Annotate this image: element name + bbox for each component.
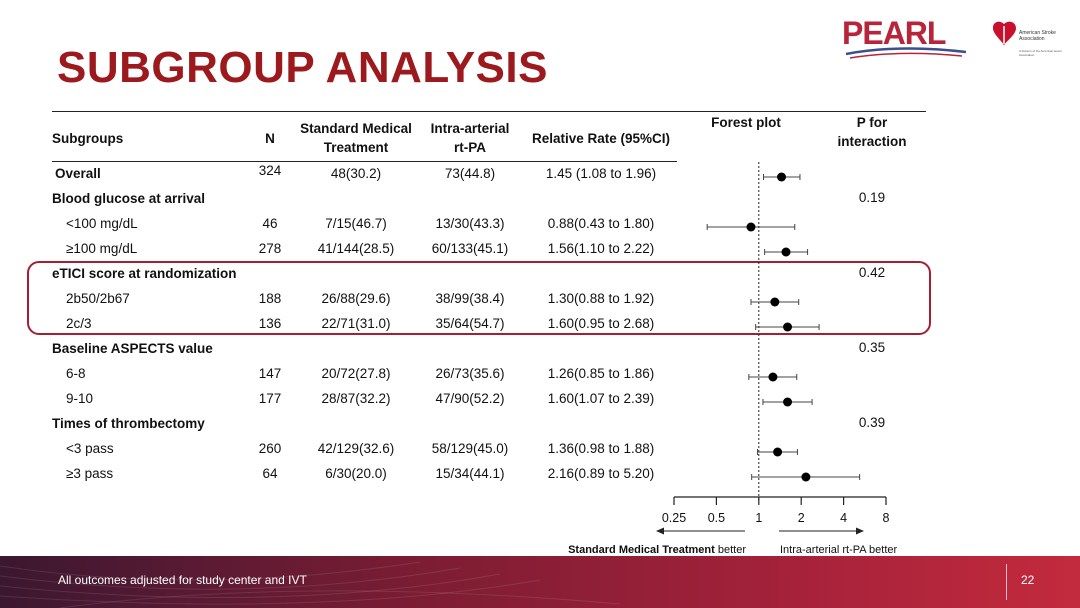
cell-n: 188 — [258, 291, 282, 306]
point-estimate — [801, 472, 811, 482]
pearl-logo-text: PEARL — [842, 15, 946, 51]
header-forest-plot: Forest plot — [711, 115, 781, 130]
right-arrowhead — [856, 527, 864, 535]
row-label: Overall — [55, 166, 101, 181]
cell-n: 147 — [258, 366, 282, 381]
point-estimate — [746, 222, 756, 232]
table-header-rule — [52, 161, 677, 162]
cell-smt: 7/15(46.7) — [325, 216, 387, 231]
row-label: 9-10 — [66, 391, 94, 406]
row-label: Baseline ASPECTS value — [52, 341, 213, 356]
cell-rr: 1.30(0.88 to 1.92) — [547, 291, 655, 306]
cell-p: 0.19 — [858, 190, 886, 205]
row-label: 2b50/2b67 — [66, 291, 130, 306]
cell-ia: 35/64(54.7) — [435, 316, 505, 331]
table-top-rule — [52, 111, 926, 112]
row-label: <3 pass — [66, 441, 114, 456]
cell-smt: 6/30(20.0) — [325, 466, 387, 481]
cell-ia: 15/34(44.1) — [435, 466, 505, 481]
right-direction-label: Intra-arterial rt-PA better — [780, 544, 898, 556]
point-estimate — [773, 447, 783, 457]
point-estimate — [770, 297, 780, 307]
cell-rr: 2.16(0.89 to 5.20) — [547, 466, 655, 481]
cell-smt: 41/144(28.5) — [317, 241, 395, 256]
cell-rr: 1.60(1.07 to 2.39) — [547, 391, 655, 406]
header-p-line2: interaction — [837, 134, 907, 149]
cell-n: 278 — [258, 241, 282, 256]
pearl-logo: PEARL — [842, 15, 967, 59]
aha-tagline: A division of the American Heart Associa… — [1019, 49, 1062, 57]
row-label: Times of thrombectomy — [52, 416, 205, 431]
cell-n: 64 — [262, 466, 278, 481]
x-tick-label: 2 — [798, 511, 805, 525]
cell-ia: 47/90(52.2) — [435, 391, 505, 406]
cell-rr: 1.45 (1.08 to 1.96) — [545, 166, 657, 181]
cell-smt: 26/88(29.6) — [321, 291, 391, 306]
x-tick-label: 8 — [883, 511, 890, 525]
point-estimate — [777, 172, 787, 182]
cell-ia: 60/133(45.1) — [431, 241, 509, 256]
point-estimate — [783, 397, 793, 407]
left-arrowhead — [656, 527, 664, 535]
cell-p: 0.42 — [858, 265, 886, 280]
cell-n: 46 — [262, 216, 278, 231]
footer-bar: All outcomes adjusted for study center a… — [0, 556, 1080, 608]
etici-highlight-box — [27, 261, 931, 335]
cell-smt: 28/87(32.2) — [321, 391, 391, 406]
cell-n: 177 — [258, 391, 282, 406]
cell-n: 136 — [258, 316, 282, 331]
header-subgroups: Subgroups — [52, 131, 124, 146]
row-label: ≥3 pass — [66, 466, 114, 481]
cell-rr: 0.88(0.43 to 1.80) — [547, 216, 655, 231]
row-label: ≥100 mg/dL — [66, 241, 138, 256]
cell-ia: 13/30(43.3) — [435, 216, 505, 231]
header-ia-line2: rt-PA — [454, 140, 486, 155]
header-smt-line1: Standard Medical — [300, 121, 412, 136]
x-tick-label: 0.5 — [708, 511, 725, 525]
header-relative-rate: Relative Rate (95%CI) — [531, 131, 671, 146]
footer-note: All outcomes adjusted for study center a… — [58, 573, 307, 587]
cell-p: 0.39 — [858, 415, 886, 430]
cell-smt: 48(30.2) — [330, 166, 382, 181]
x-tick-label: 0.25 — [662, 511, 686, 525]
cell-ia: 26/73(35.6) — [435, 366, 505, 381]
point-estimate — [768, 372, 778, 382]
header-n: N — [265, 131, 275, 146]
cell-ia: 38/99(38.4) — [435, 291, 505, 306]
header-ia-line1: Intra-arterial — [430, 121, 510, 136]
cell-ia: 73(44.8) — [444, 166, 496, 181]
left-direction-label: Standard Medical Treatment better — [568, 544, 746, 556]
left-direction-label-bold: Standard Medical Treatment — [568, 544, 715, 556]
header-p-line1: P for — [856, 115, 888, 130]
point-estimate — [781, 247, 791, 257]
cell-rr: 1.36(0.98 to 1.88) — [547, 441, 655, 456]
page-number: 22 — [1021, 573, 1035, 587]
point-estimate — [783, 322, 793, 332]
american-stroke-association-logo — [992, 21, 1016, 46]
footer-pattern — [0, 561, 621, 608]
slide-title: SUBGROUP ANALYSIS — [57, 43, 548, 92]
aha-name: American Stroke Association — [1019, 30, 1056, 42]
row-label: <100 mg/dL — [66, 216, 138, 231]
cell-ia: 58/129(45.0) — [431, 441, 509, 456]
cell-n: 324 — [258, 163, 282, 178]
x-tick-label: 4 — [840, 511, 847, 525]
row-label: eTICI score at randomization — [52, 266, 237, 281]
row-label: Blood glucose at arrival — [52, 191, 206, 206]
cell-rr: 1.56(1.10 to 2.22) — [547, 241, 655, 256]
cell-rr: 1.60(0.95 to 2.68) — [547, 316, 655, 331]
cell-smt: 42/129(32.6) — [317, 441, 395, 456]
row-label: 2c/3 — [66, 316, 92, 331]
footer-divider — [1006, 564, 1007, 600]
cell-rr: 1.26(0.85 to 1.86) — [547, 366, 655, 381]
cell-n: 260 — [258, 441, 282, 456]
cell-p: 0.35 — [858, 340, 886, 355]
row-label: 6-8 — [66, 366, 86, 381]
header-smt-line2: Treatment — [323, 140, 389, 155]
cell-smt: 20/72(27.8) — [321, 366, 391, 381]
x-tick-label: 1 — [755, 511, 762, 525]
cell-smt: 22/71(31.0) — [321, 316, 391, 331]
left-direction-label-rest: better — [715, 544, 747, 556]
